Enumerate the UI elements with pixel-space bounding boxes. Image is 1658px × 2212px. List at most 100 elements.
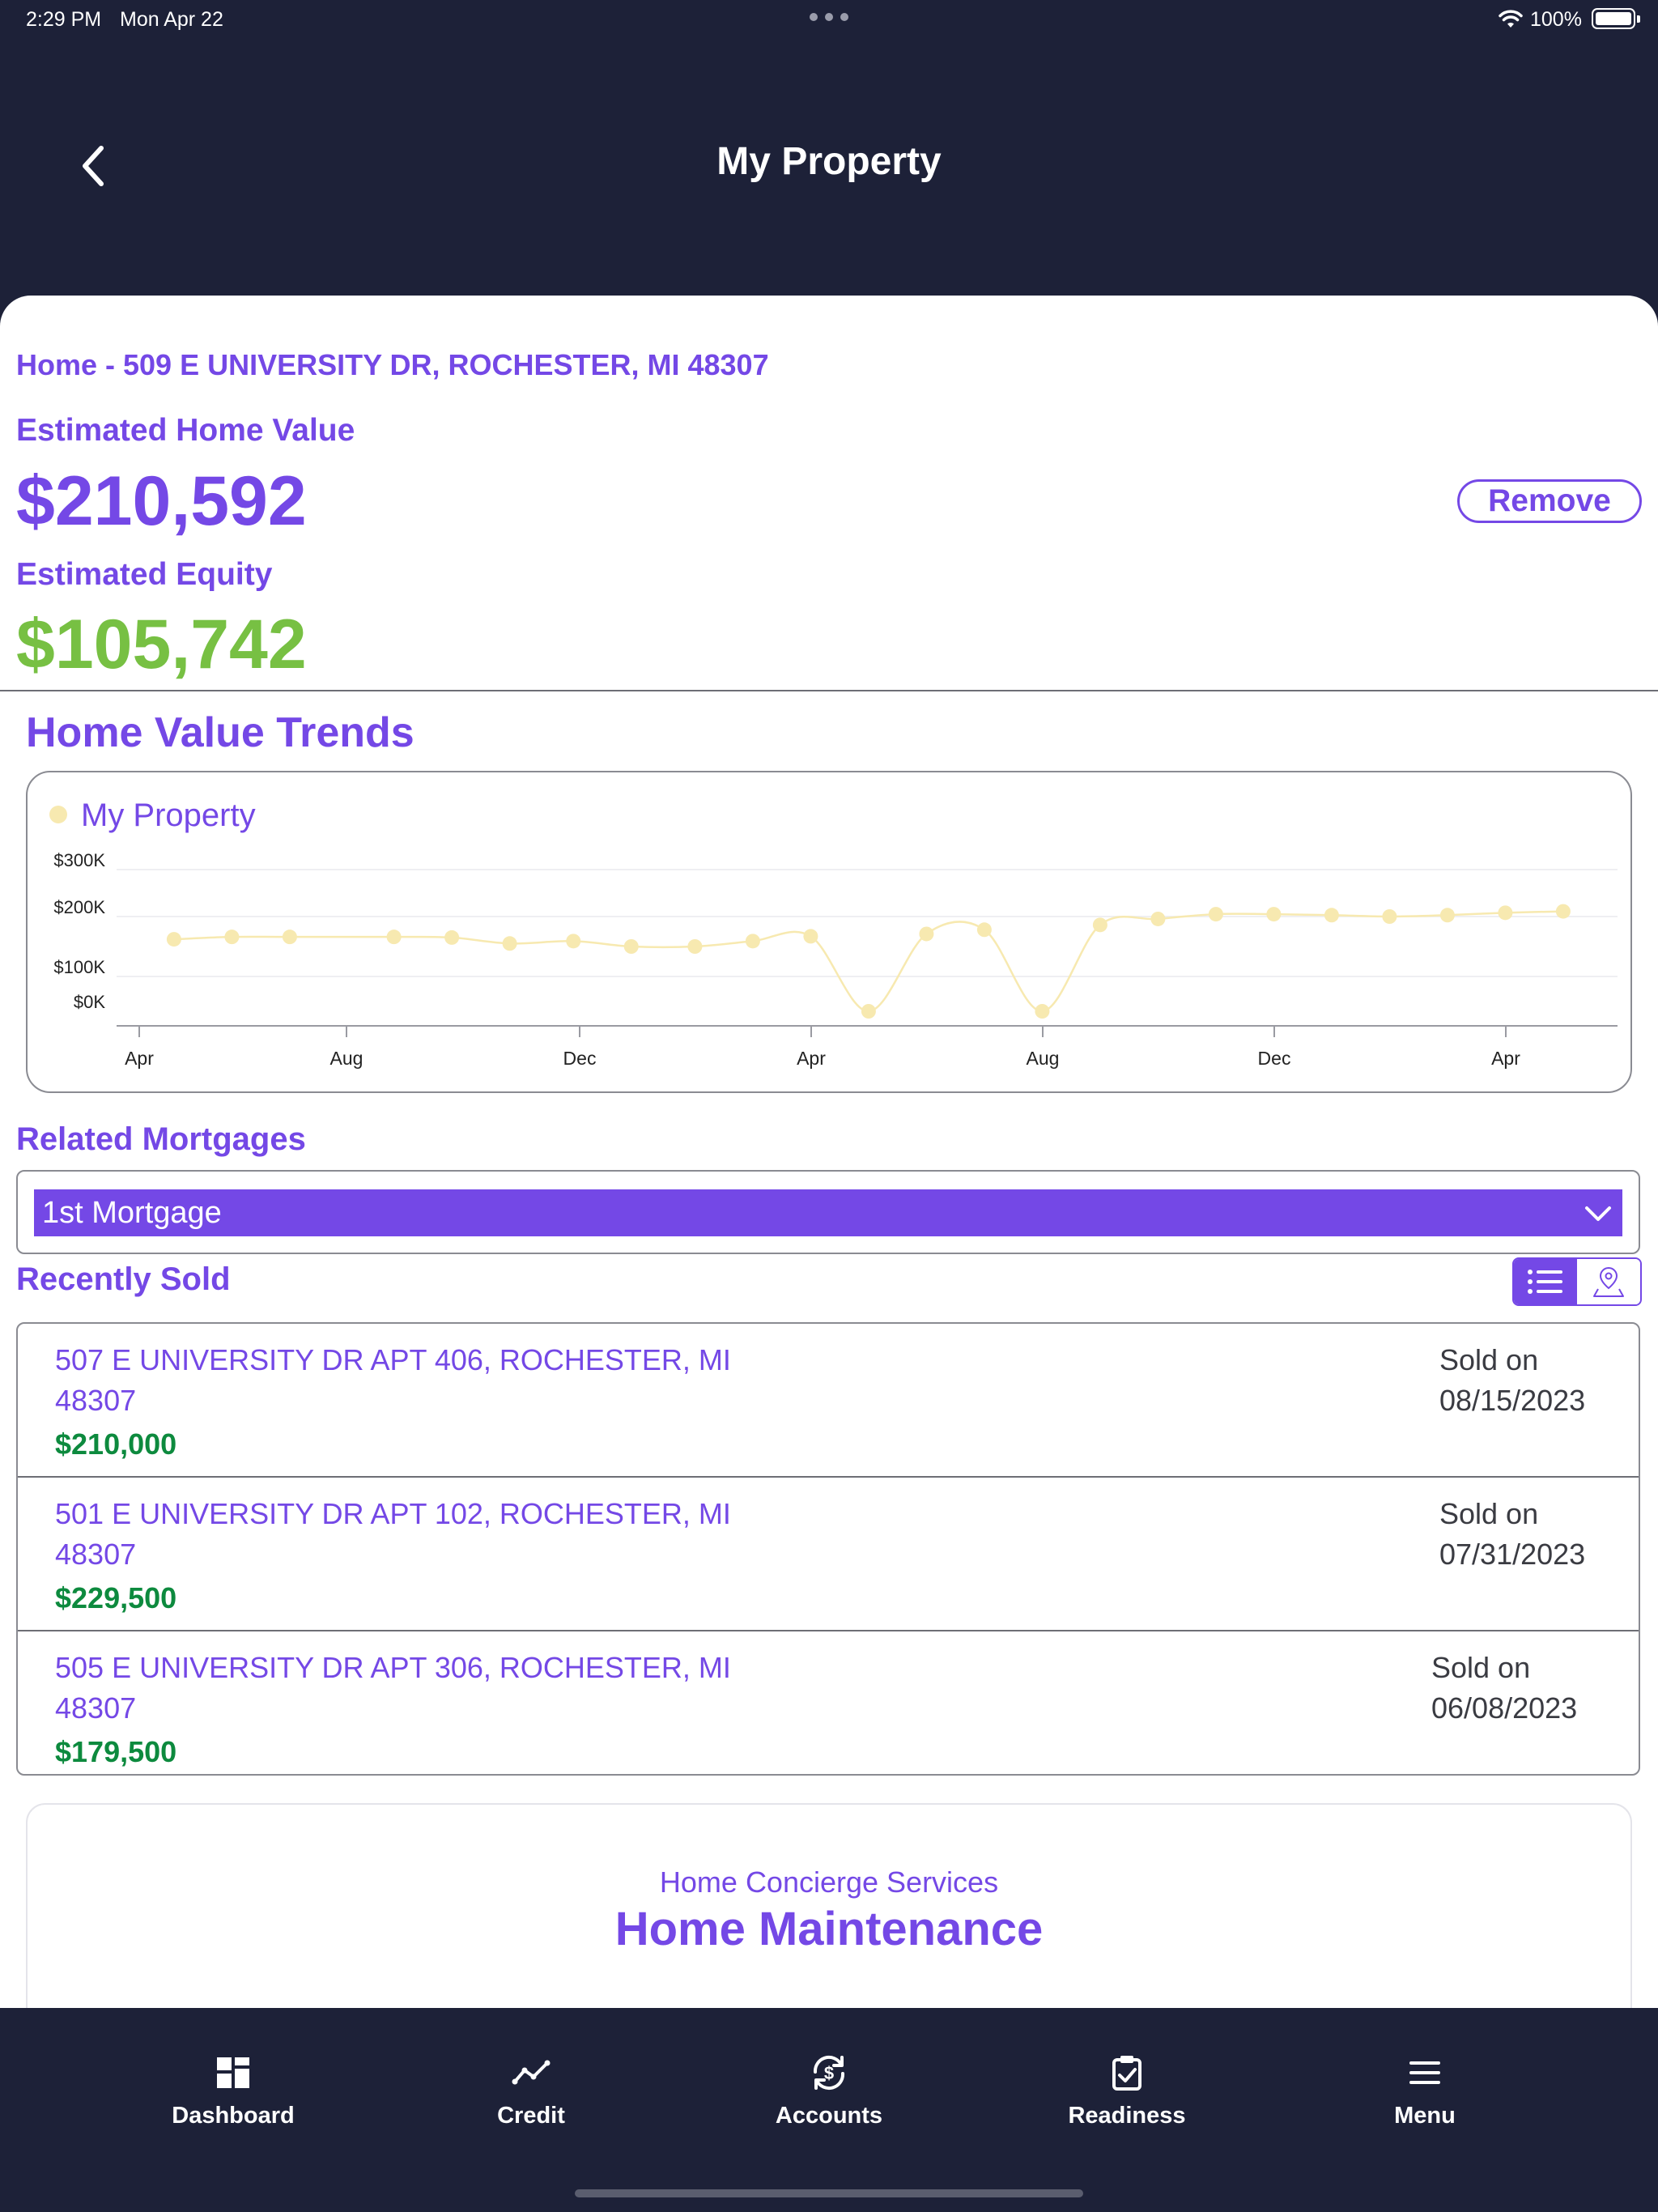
tab-accounts[interactable]: $ Accounts xyxy=(740,2052,918,2150)
x-tick-label: Dec xyxy=(1258,1048,1291,1069)
menu-icon xyxy=(1409,2061,1440,2084)
equity-label: Estimated Equity xyxy=(16,557,273,592)
dashboard-icon xyxy=(217,2057,249,2088)
data-point xyxy=(687,939,703,954)
data-point xyxy=(386,929,402,945)
list-view-button[interactable] xyxy=(1514,1259,1577,1304)
sold-date: Sold on 06/08/2023 xyxy=(1431,1651,1578,1725)
x-tick-label: Aug xyxy=(1027,1048,1060,1069)
sold-date: Sold on 08/15/2023 xyxy=(1439,1343,1586,1417)
data-point xyxy=(1208,907,1223,922)
y-tick-label: $300K xyxy=(53,850,105,870)
home-value-label: Estimated Home Value xyxy=(16,413,355,448)
mortgage-select-container: 1st Mortgage xyxy=(16,1170,1640,1254)
data-point xyxy=(1035,1004,1050,1019)
tab-label: Credit xyxy=(497,2103,565,2129)
y-tick-label: $0K xyxy=(74,992,105,1012)
divider xyxy=(0,690,1658,691)
tab-label: Accounts xyxy=(775,2103,883,2129)
home-indicator xyxy=(575,2189,1083,2197)
data-point xyxy=(745,934,760,949)
related-mortgages-title: Related Mortgages xyxy=(16,1121,306,1157)
tab-menu[interactable]: Menu xyxy=(1336,2052,1514,2150)
sold-address: 505 E UNIVERSITY DR APT 306, ROCHESTER, … xyxy=(55,1651,731,1725)
tab-label: Readiness xyxy=(1068,2103,1186,2129)
svg-text:$: $ xyxy=(824,2063,834,2083)
data-point xyxy=(166,932,181,947)
list-icon xyxy=(1528,1270,1562,1294)
tab-label: Menu xyxy=(1394,2103,1456,2129)
y-tick-label: $200K xyxy=(53,897,105,917)
x-tick-label: Dec xyxy=(563,1048,597,1069)
legend-swatch xyxy=(49,806,67,823)
concierge-title: Home Maintenance xyxy=(614,1903,1044,1955)
tab-bar: Dashboard Credit $ Accounts Readiness xyxy=(0,2008,1658,2212)
battery-icon xyxy=(1592,8,1640,29)
data-point xyxy=(1150,911,1166,926)
home-value: $210,592 xyxy=(16,462,307,540)
row-divider xyxy=(18,1630,1639,1631)
sold-price: $179,500 xyxy=(55,1735,177,1768)
map-pin-icon xyxy=(1593,1266,1624,1297)
series-line xyxy=(173,910,1563,1013)
recently-sold-list: 507 E UNIVERSITY DR APT 406, ROCHESTER, … xyxy=(16,1322,1640,1776)
remove-button[interactable]: Remove xyxy=(1457,479,1642,523)
list-item[interactable]: 501 E UNIVERSITY DR APT 102, ROCHESTER, … xyxy=(18,1478,1639,1631)
home-value-chart: My Property $0K $100K $200K $300K Apr Aug Dec… xyxy=(26,771,1632,1093)
x-tick-label: Apr xyxy=(797,1048,826,1069)
concierge-subtitle: Home Concierge Services xyxy=(659,1865,999,1899)
wifi-icon xyxy=(1499,10,1523,28)
accounts-icon: $ xyxy=(813,2055,845,2091)
data-point xyxy=(1382,909,1397,924)
data-point xyxy=(566,934,581,949)
data-point xyxy=(282,929,297,945)
data-point xyxy=(502,936,517,951)
tab-credit[interactable]: Credit xyxy=(442,2052,620,2150)
x-tick-label: Apr xyxy=(125,1048,154,1069)
map-view-button[interactable] xyxy=(1577,1259,1640,1304)
concierge-card[interactable]: Home Concierge Services Home Maintenance xyxy=(26,1803,1632,2008)
tab-label: Dashboard xyxy=(172,2103,295,2129)
tab-dashboard[interactable]: Dashboard xyxy=(144,2052,322,2150)
x-tick-label: Aug xyxy=(330,1048,363,1069)
data-point xyxy=(1498,905,1513,921)
page-title: My Property xyxy=(716,140,942,183)
chevron-left-icon xyxy=(83,146,104,186)
mortgage-select[interactable]: 1st Mortgage xyxy=(34,1189,1622,1236)
sold-price: $229,500 xyxy=(55,1581,177,1614)
x-tick-label: Apr xyxy=(1491,1048,1520,1069)
back-button[interactable] xyxy=(65,138,121,194)
data-point xyxy=(1555,904,1571,919)
equity-value: $105,742 xyxy=(16,606,307,683)
sold-date: Sold on 07/31/2023 xyxy=(1439,1497,1586,1571)
data-point xyxy=(861,1004,876,1019)
property-address: Home - 509 E UNIVERSITY DR, ROCHESTER, M… xyxy=(16,348,769,381)
status-bar: 2:29 PM Mon Apr 22 100% xyxy=(0,0,1658,39)
data-point xyxy=(919,926,934,942)
mortgage-select-value: 1st Mortgage xyxy=(42,1195,222,1230)
data-point xyxy=(224,929,240,945)
readiness-icon xyxy=(1112,2056,1141,2091)
data-point xyxy=(1324,908,1339,923)
data-point xyxy=(1439,908,1455,923)
legend-label[interactable]: My Property xyxy=(81,798,256,833)
list-item[interactable]: 505 E UNIVERSITY DR APT 306, ROCHESTER, … xyxy=(18,1631,1639,1785)
sold-address: 507 E UNIVERSITY DR APT 406, ROCHESTER, … xyxy=(55,1343,731,1417)
y-tick-label: $100K xyxy=(53,957,105,977)
chevron-down-icon xyxy=(1585,1206,1611,1221)
status-date: Mon Apr 22 xyxy=(120,8,223,31)
home-value-trends-title: Home Value Trends xyxy=(26,709,414,756)
tab-readiness[interactable]: Readiness xyxy=(1038,2052,1216,2150)
list-item[interactable]: 507 E UNIVERSITY DR APT 406, ROCHESTER, … xyxy=(18,1324,1639,1478)
data-point xyxy=(1266,907,1282,922)
multitasking-dots-icon[interactable] xyxy=(810,13,848,23)
data-point xyxy=(444,929,460,945)
data-point xyxy=(976,922,992,938)
sold-price: $210,000 xyxy=(55,1427,177,1461)
chart-svg: My Property $0K $100K $200K $300K Apr Aug Dec… xyxy=(49,798,1618,1069)
data-point xyxy=(803,929,818,944)
data-point xyxy=(1092,917,1107,933)
property-sheet: Home - 509 E UNIVERSITY DR, ROCHESTER, M… xyxy=(0,296,1658,2008)
credit-icon xyxy=(512,2060,551,2085)
status-time: 2:29 PM xyxy=(26,8,102,31)
